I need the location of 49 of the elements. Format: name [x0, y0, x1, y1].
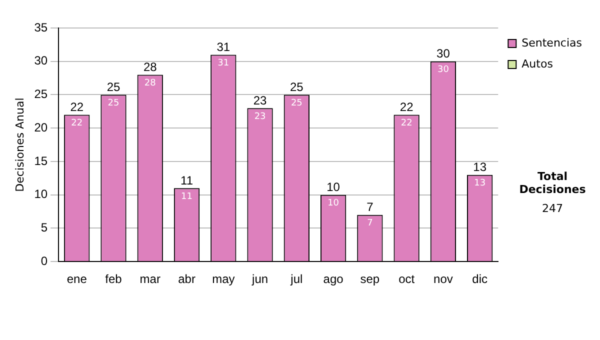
total-label: 22 [70, 100, 84, 114]
total-label: 25 [106, 80, 120, 94]
x-tick-label: jun [251, 272, 268, 286]
y-tick-label: 5 [40, 220, 48, 235]
data-label: 23 [254, 112, 266, 122]
x-tick-label: ago [323, 272, 344, 286]
data-label: 31 [218, 58, 230, 69]
x-tick-label: oct [398, 272, 416, 286]
x-tick-label: ene [66, 272, 88, 286]
total-label: 23 [253, 93, 268, 108]
total-label: 25 [290, 80, 304, 94]
y-tick-label: 20 [34, 120, 48, 134]
x-tick-label: jul [290, 272, 303, 286]
data-label: 22 [71, 118, 83, 129]
y-tick-label: 15 [34, 154, 48, 168]
y-tick-label: 35 [34, 20, 48, 34]
text: 247 [541, 202, 564, 215]
data-label: 7 [367, 218, 373, 229]
total-label: 31 [216, 40, 230, 54]
total-label: 7 [366, 200, 374, 214]
text: Total Decisiones [518, 170, 587, 196]
x-tick-label: mar [140, 272, 160, 286]
x-tick-label: may [212, 272, 235, 286]
legend-label: Autos [522, 57, 554, 70]
data-label: 28 [144, 78, 156, 89]
x-tick-label: dic [472, 272, 488, 286]
total-label: 11 [180, 173, 194, 188]
data-label: 11 [181, 192, 192, 202]
total-label: 22 [400, 100, 414, 114]
data-label: 30 [437, 65, 450, 76]
data-label: 13 [474, 178, 486, 189]
y-tick-label: 10 [34, 187, 48, 202]
total-label: 10 [326, 180, 340, 194]
data-label: 25 [290, 98, 302, 109]
y-tick-label: 25 [34, 87, 48, 102]
total-label: 30 [436, 46, 450, 61]
data-label: 10 [328, 198, 340, 209]
data-label: 25 [108, 98, 120, 109]
total-label: 28 [143, 60, 158, 74]
y-tick-label: 30 [34, 54, 48, 68]
x-tick-label: sep [360, 272, 380, 286]
total-label: 13 [473, 160, 487, 174]
x-tick-label: nov [434, 272, 453, 286]
legend-label: Sentencias [522, 36, 582, 50]
y-tick-label: 0 [40, 254, 48, 268]
data-label: 22 [400, 118, 412, 129]
x-tick-label: abr [178, 272, 196, 286]
x-tick-label: feb [105, 272, 122, 286]
y-axis-title: Decisiones Anual [13, 98, 26, 192]
